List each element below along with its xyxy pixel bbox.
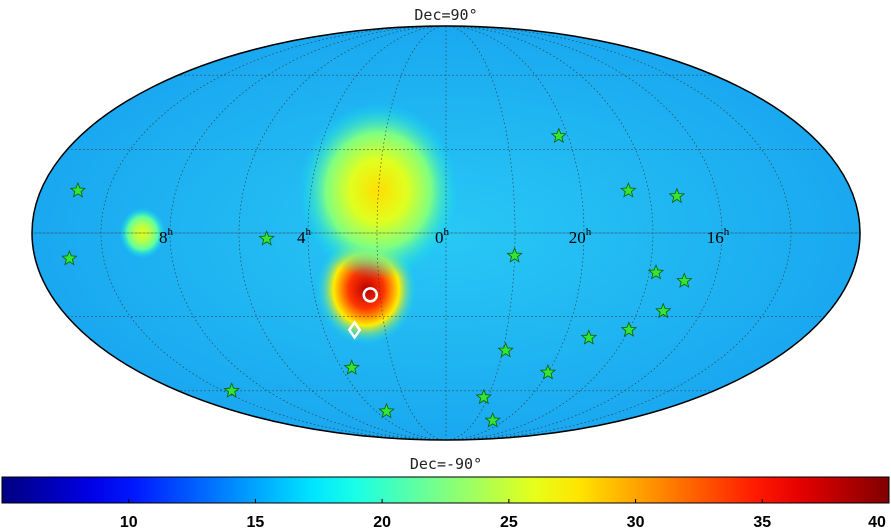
star-layer <box>61 127 693 428</box>
diamond-marker <box>347 320 362 340</box>
ra-gridline <box>445 26 654 440</box>
ra-gridline <box>100 26 447 440</box>
colorbar-tick-label: 30 <box>627 514 645 528</box>
colorbar-tick-label: 25 <box>500 514 518 528</box>
heat-hotspot <box>119 207 166 259</box>
circle-marker <box>362 287 379 303</box>
colorbar-tick-label: 35 <box>753 514 771 528</box>
star-marker <box>668 187 686 204</box>
colorbar-tick-label: 10 <box>120 514 138 528</box>
colorbar: 10 15 20 25 30 35 40 <box>1 476 890 528</box>
marker-layer <box>347 287 379 340</box>
star-marker <box>620 181 637 198</box>
star-marker <box>61 249 78 266</box>
star-marker <box>655 302 672 319</box>
grid-layer <box>32 26 860 440</box>
star-marker <box>69 181 87 198</box>
star-marker <box>506 247 523 263</box>
star-marker <box>223 382 240 398</box>
colorbar-ticks: 10 15 20 25 30 35 40 <box>120 499 890 528</box>
colorbar-tick-label: 15 <box>247 514 265 528</box>
star-marker <box>343 359 360 375</box>
sky-ellipse-group <box>31 25 861 441</box>
top-dec-label: Dec=90° <box>414 6 477 24</box>
colorbar-tick-label: 20 <box>373 514 391 528</box>
sky-boundary <box>31 25 861 441</box>
star-marker <box>539 363 557 380</box>
colorbar-tick-label: 40 <box>868 514 886 528</box>
colorbar-gradient <box>1 476 890 504</box>
star-marker <box>676 272 693 288</box>
star-marker <box>484 411 501 428</box>
star-marker <box>550 127 567 143</box>
star-marker <box>497 341 514 358</box>
ra-gridline <box>238 26 447 440</box>
star-marker <box>378 402 395 419</box>
star-marker <box>580 329 598 345</box>
ra-gridline <box>169 26 447 440</box>
star-marker <box>475 388 492 405</box>
ra-gridline <box>445 26 723 440</box>
ra-gridline <box>445 26 792 440</box>
star-marker <box>620 321 638 337</box>
bottom-dec-label: Dec=-90° <box>410 455 482 473</box>
star-marker <box>258 230 275 246</box>
star-marker <box>647 263 665 280</box>
